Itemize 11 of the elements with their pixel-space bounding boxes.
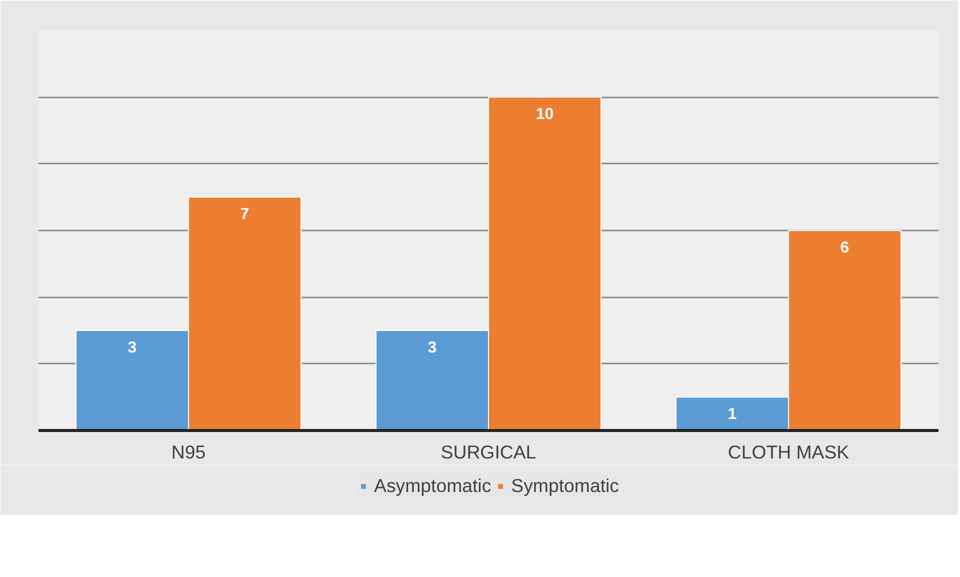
x-tick-label: N95	[171, 442, 206, 462]
data-label: 1	[728, 406, 737, 424]
legend-label: Asymptomatic	[374, 475, 492, 497]
data-label: 3	[428, 340, 437, 356]
x-tick-label: SURGICAL	[440, 442, 536, 462]
data-label: 6	[840, 240, 850, 256]
x-tick-label: CLOTH MASK	[728, 442, 850, 462]
data-label: 10	[536, 106, 554, 124]
legend-label: Symptomatic	[511, 475, 619, 497]
data-label: 7	[240, 206, 250, 224]
data-label: 3	[128, 340, 137, 356]
